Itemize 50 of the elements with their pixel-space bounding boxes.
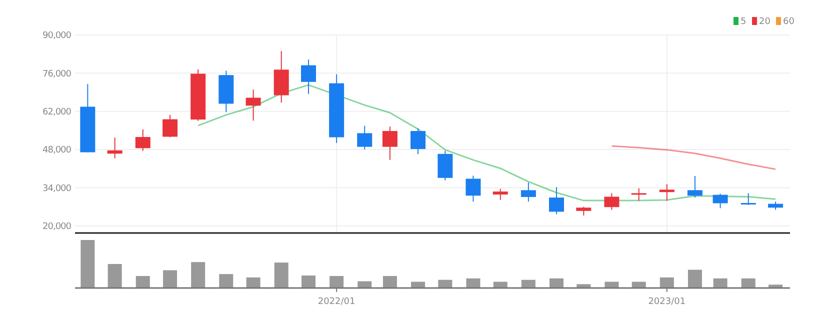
bar: [576, 284, 591, 288]
candlestick: [246, 89, 261, 122]
y-tick-label: 48,000: [42, 146, 72, 156]
y-tick-label: 34,000: [42, 184, 72, 194]
bar: [246, 277, 260, 288]
candlestick: [687, 176, 702, 198]
x-tick-label: 2023/01: [648, 297, 686, 307]
bar: [688, 270, 702, 288]
candlestick: [712, 193, 728, 209]
bar: [80, 240, 95, 288]
bar: [438, 280, 452, 288]
x-tick-label: 2022/01: [318, 297, 356, 307]
candlestick: [604, 192, 620, 210]
candlestick: [740, 192, 756, 206]
candlestick: [135, 128, 150, 152]
candlestick: [659, 184, 674, 202]
bar: [466, 278, 480, 288]
bar: [660, 277, 674, 288]
y-tick-label: 76,000: [42, 69, 72, 80]
bar: [163, 270, 178, 288]
y-tick-label: 90,000: [42, 31, 72, 42]
y-tick-label: 20,000: [42, 222, 72, 232]
candlestick: [301, 59, 316, 94]
candlestick: [466, 175, 481, 202]
bar: [713, 278, 728, 288]
candlestick: [410, 128, 426, 155]
candlestick: [438, 150, 453, 181]
candlestick: [520, 182, 536, 202]
candlestick: [631, 188, 646, 202]
bar: [741, 278, 756, 288]
legend-label: 5: [740, 17, 746, 27]
bar: [108, 264, 122, 288]
candlestick: [107, 137, 122, 159]
bar: [330, 276, 344, 288]
legend-label: 60: [783, 17, 795, 27]
bar: [382, 276, 397, 288]
bar: [191, 262, 206, 288]
legend-label: 20: [759, 17, 771, 27]
candlestick: [548, 186, 564, 215]
bar: [521, 280, 536, 288]
y-tick-label: 62,000: [42, 108, 72, 118]
candlestick: [382, 126, 398, 160]
bar: [549, 278, 564, 288]
bar: [219, 274, 234, 288]
bar: [136, 276, 150, 288]
candlestick: [492, 188, 508, 200]
candlestick: [162, 114, 178, 138]
bar: [302, 276, 316, 288]
candlestick: [357, 125, 372, 150]
bar: [274, 262, 288, 288]
